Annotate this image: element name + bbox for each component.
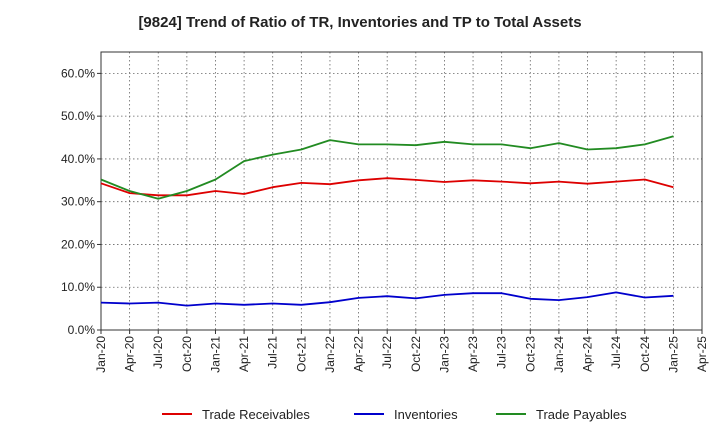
- series-line-inventories: [100, 291, 674, 307]
- x-tick-label: Jul-21: [266, 336, 280, 369]
- x-tick-label: Jul-23: [495, 336, 509, 369]
- x-tick-label: Oct-20: [180, 336, 194, 372]
- y-tick-label: 50.0%: [61, 109, 95, 123]
- x-tick-label: Oct-21: [294, 336, 308, 372]
- x-tick-label: Apr-20: [123, 336, 137, 372]
- legend-label: Trade Payables: [536, 407, 627, 422]
- y-axis: 0.0% 10.0% 20.0% 30.0% 40.0% 50.0% 60.0%: [61, 66, 101, 337]
- y-tick-label: 40.0%: [61, 152, 95, 166]
- plot-border: [100, 51, 703, 331]
- x-tick-label: Jan-20: [94, 336, 108, 373]
- legend: Trade Receivables Inventories Trade Payabl…: [162, 407, 627, 422]
- series-line-trade-payables: [100, 135, 674, 200]
- legend-label: Trade Receivables: [202, 407, 310, 422]
- x-tick-label: Oct-23: [523, 336, 537, 372]
- x-tick-label: Apr-24: [581, 336, 595, 372]
- x-tick-label: Apr-22: [352, 336, 366, 372]
- y-tick-label: 10.0%: [61, 280, 95, 294]
- x-tick-label: Jul-22: [380, 336, 394, 369]
- legend-label: Inventories: [394, 407, 458, 422]
- x-tick-label: Jul-20: [151, 336, 165, 369]
- x-tick-label: Apr-25: [695, 336, 709, 372]
- x-tick-label: Apr-23: [466, 336, 480, 372]
- x-tick-label: Jan-22: [323, 336, 337, 373]
- x-tick-label: Jan-21: [208, 336, 222, 373]
- series-layer: [100, 135, 674, 307]
- y-tick-label: 30.0%: [61, 195, 95, 209]
- x-axis: Jan-20 Apr-20 Jul-20 Oct-20 Jan-21 Apr-21 Jul-…: [94, 330, 709, 373]
- y-tick-label: 20.0%: [61, 237, 95, 251]
- chart-title: [9824] Trend of Ratio of TR, Inventories…: [138, 14, 582, 31]
- x-tick-label: Jul-24: [609, 336, 623, 369]
- x-tick-label: Apr-21: [237, 336, 251, 372]
- x-tick-label: Jan-23: [437, 336, 451, 373]
- grid-layer: [100, 52, 703, 331]
- y-tick-label: 0.0%: [68, 323, 96, 337]
- x-tick-label: Jan-24: [552, 336, 566, 373]
- series-line-trade-receivables: [100, 177, 674, 197]
- x-tick-label: Oct-22: [409, 336, 423, 372]
- y-tick-label: 60.0%: [61, 66, 95, 80]
- x-tick-label: Jan-25: [666, 336, 680, 373]
- x-tick-label: Oct-24: [638, 336, 652, 372]
